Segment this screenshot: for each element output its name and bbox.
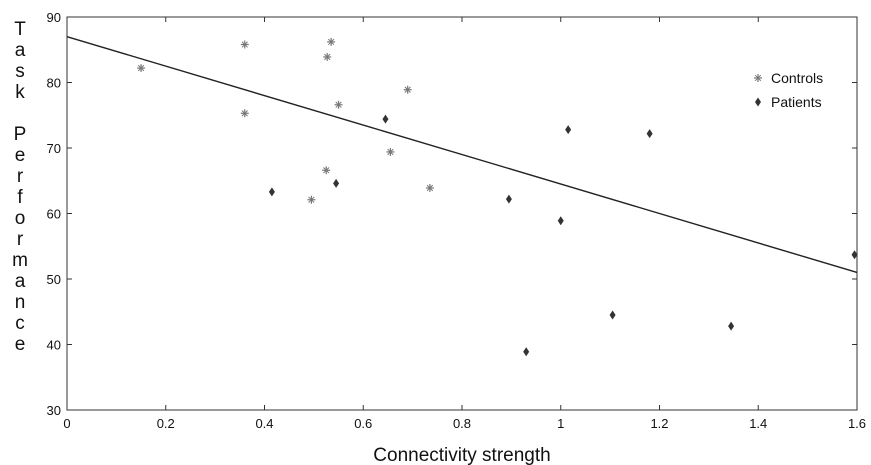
x-tick-label: 0.8: [453, 416, 471, 431]
patients-point: [505, 194, 512, 204]
y-axis-title-letter: a: [15, 271, 26, 292]
data-points-layer: [137, 37, 858, 357]
y-tick-label: 40: [47, 338, 61, 353]
y-tick-label: 30: [47, 403, 61, 418]
x-tick-label: 0: [63, 416, 70, 431]
trendline-layer: [66, 35, 858, 274]
y-tick-label: 70: [47, 141, 61, 156]
star-stroke: [328, 38, 335, 46]
ticks-layer: 0 0.2 0.4 0.6 0.8 1 1.2 1.4 1.6 30 40 50 60 70 80 90: [47, 10, 867, 431]
legend: Controls Patients: [754, 70, 823, 110]
star-stroke: [324, 53, 331, 61]
controls-point: [425, 183, 434, 192]
patients-point: [268, 187, 275, 197]
star-stroke: [323, 167, 330, 174]
y-axis-title-letter: T: [14, 19, 26, 40]
legend-label-patients: Patients: [771, 94, 822, 110]
x-axis-title: Connectivity strength: [373, 445, 550, 465]
controls-point: [323, 52, 332, 61]
y-tick-label: 50: [47, 272, 61, 287]
y-axis-title-letter: e: [15, 334, 26, 355]
y-axis-title-letter: n: [15, 292, 26, 313]
y-axis-title-letter: r: [17, 229, 24, 250]
y-axis-title-letter: k: [15, 82, 25, 103]
controls-point: [307, 195, 316, 204]
star-stroke: [387, 148, 394, 156]
legend-marker-controls: [754, 74, 762, 82]
y-axis-title-letter: o: [15, 208, 26, 229]
controls-point: [322, 166, 331, 175]
y-axis-title-letter: c: [15, 313, 25, 334]
patients-point: [557, 216, 564, 226]
x-tick-label: 0.6: [354, 416, 372, 431]
plot-frame: [66, 16, 858, 411]
patients-point: [565, 125, 572, 135]
y-tick-label: 60: [47, 207, 61, 222]
star-stroke: [308, 196, 315, 203]
legend-marker-patients: [755, 97, 761, 107]
controls-point: [334, 100, 343, 109]
patients-point: [609, 310, 616, 320]
patients-point: [728, 321, 735, 331]
patients-point: [646, 129, 653, 139]
controls-point: [240, 109, 249, 118]
controls-point: [386, 147, 395, 156]
y-axis-title-letter: f: [17, 187, 23, 208]
x-tick-label: 1.2: [650, 416, 668, 431]
plot-border: [66, 16, 858, 411]
controls-point: [327, 37, 336, 46]
y-axis-title-letter: r: [17, 166, 24, 187]
star-stroke: [241, 110, 248, 117]
patients-point: [523, 347, 530, 357]
y-tick-label: 90: [47, 10, 61, 25]
patients-point: [851, 250, 858, 260]
star-stroke: [137, 64, 145, 72]
patients-point: [382, 114, 389, 124]
y-axis-title-letter: P: [14, 124, 27, 145]
controls-point: [137, 64, 146, 73]
x-tick-label: 1.4: [749, 416, 767, 431]
controls-point: [240, 40, 249, 49]
y-tick-label: 80: [47, 76, 61, 91]
regression-line: [66, 35, 858, 274]
star-stroke: [404, 86, 411, 93]
y-axis-title-letter: e: [15, 145, 26, 166]
x-tick-label: 0.4: [255, 416, 273, 431]
star-stroke: [426, 184, 434, 192]
star-stroke: [241, 41, 248, 48]
legend-label-controls: Controls: [771, 70, 823, 86]
controls-point: [403, 85, 412, 94]
star-stroke: [754, 74, 762, 82]
y-axis-title-letter: s: [15, 61, 25, 82]
x-tick-label: 1: [557, 416, 564, 431]
x-tick-label: 0.2: [157, 416, 175, 431]
patients-point: [333, 178, 340, 188]
y-axis-title-letter: a: [15, 40, 26, 61]
x-tick-label: 1.6: [848, 416, 866, 431]
star-stroke: [335, 101, 342, 108]
y-axis-title-letter: m: [12, 250, 28, 271]
